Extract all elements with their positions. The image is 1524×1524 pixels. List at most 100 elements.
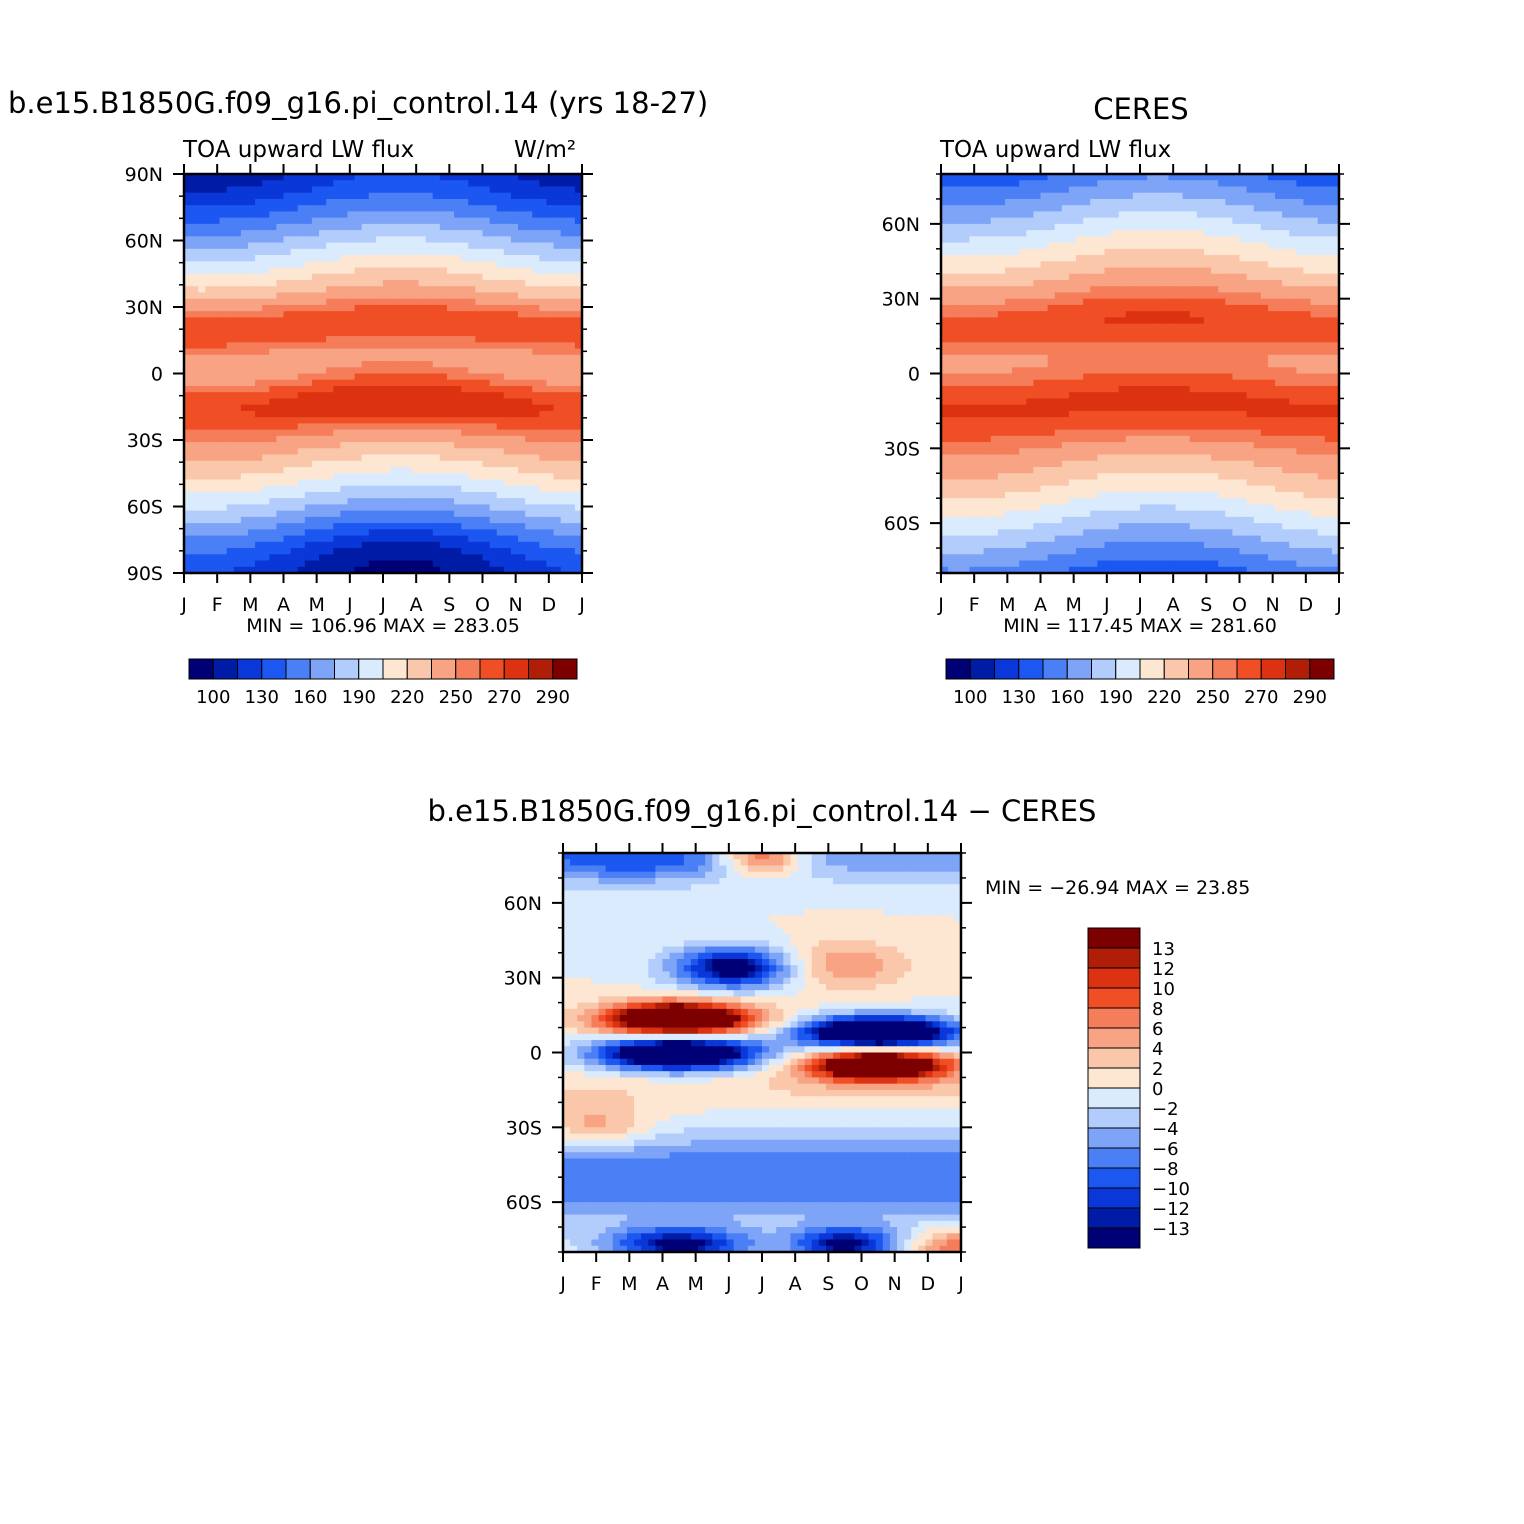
- model-cell: [304, 223, 313, 231]
- model-cell: [212, 560, 221, 568]
- ceres-cell: [1260, 223, 1269, 231]
- model-cell: [340, 429, 349, 437]
- model-cell: [198, 454, 206, 462]
- model-cell: [361, 279, 370, 287]
- model-cell: [290, 417, 299, 424]
- model-cell: [539, 304, 548, 312]
- ceres-cell: [1282, 223, 1290, 231]
- model-cell: [269, 398, 277, 406]
- model-cell: [418, 442, 427, 449]
- ceres-cell: [1140, 298, 1148, 306]
- model-cell: [347, 491, 356, 499]
- model-cell: [496, 417, 505, 424]
- model-cell: [262, 523, 270, 530]
- ceres-cell: [1253, 180, 1262, 188]
- model-cell: [205, 242, 214, 250]
- model-cell: [247, 242, 256, 250]
- ceres-cell: [1296, 292, 1305, 300]
- model-cell: [503, 242, 512, 250]
- model-cell: [368, 236, 377, 244]
- model-cell: [496, 298, 505, 306]
- model-cell: [311, 448, 320, 456]
- model-cell: [510, 523, 519, 530]
- model-cell: [404, 223, 413, 231]
- model-cell: [269, 198, 277, 206]
- model-cell: [404, 186, 413, 194]
- model-cell: [553, 454, 562, 462]
- model-cell: [546, 255, 555, 262]
- model-cell: [233, 392, 242, 400]
- ceres-cell: [1232, 180, 1241, 188]
- model-cell: [184, 242, 192, 250]
- model-cell: [383, 498, 391, 506]
- model-cell: [489, 304, 498, 312]
- model-cell: [454, 467, 462, 474]
- model-cell: [326, 354, 334, 362]
- model-cell: [283, 298, 292, 306]
- ceres-cell: [1090, 255, 1098, 262]
- model-cell: [240, 479, 249, 487]
- model-cell: [482, 304, 491, 312]
- ceres-cell: [1232, 217, 1241, 225]
- ceres-cell: [1289, 230, 1297, 237]
- model-cell: [191, 267, 199, 275]
- model-cell: [276, 323, 285, 331]
- ceres-cell: [1253, 255, 1262, 262]
- model-cell: [184, 491, 192, 499]
- model-cell: [212, 467, 221, 474]
- model-cell: [233, 279, 242, 287]
- model-cell: [297, 541, 306, 549]
- model-cell: [525, 223, 533, 231]
- model-cell: [297, 354, 306, 362]
- model-cell: [255, 304, 263, 312]
- ceres-cell: [1203, 205, 1212, 212]
- model-cell: [276, 392, 285, 400]
- ceres-cell: [1090, 298, 1098, 306]
- model-cell: [240, 304, 249, 312]
- model-cell: [347, 323, 356, 331]
- model-cell: [425, 529, 434, 537]
- model-cell: [240, 205, 249, 212]
- model-cell: [567, 323, 576, 331]
- ceres-cell: [1033, 217, 1042, 225]
- model-cell: [567, 491, 576, 499]
- ceres-cell: [1097, 223, 1106, 231]
- model-colorbar-swatch: [528, 658, 554, 680]
- model-cell: [212, 429, 221, 437]
- model-cell: [475, 242, 484, 250]
- ceres-cell: [1246, 261, 1255, 269]
- model-cell: [333, 560, 341, 568]
- model-cell: [454, 410, 462, 418]
- model-cell: [375, 323, 384, 331]
- model-cell: [304, 336, 313, 343]
- model-cell: [489, 410, 498, 418]
- model-cell: [219, 479, 228, 487]
- model-cell: [326, 186, 334, 194]
- ceres-cell: [1168, 174, 1177, 181]
- model-cell: [404, 336, 413, 343]
- model-cell: [390, 442, 398, 449]
- model-cell: [240, 286, 249, 294]
- model-cell: [439, 217, 448, 225]
- model-cell: [191, 336, 199, 343]
- ceres-cell: [1040, 255, 1049, 262]
- model-cell: [489, 336, 498, 343]
- ceres-cell: [1161, 304, 1170, 312]
- model-cell: [311, 379, 320, 387]
- model-cell: [311, 473, 320, 481]
- ceres-cell: [976, 242, 985, 250]
- model-cell: [283, 504, 292, 512]
- ceres-cell: [1132, 174, 1141, 181]
- model-cell: [518, 255, 526, 262]
- model-cell: [255, 230, 263, 237]
- ceres-cell: [1154, 198, 1162, 206]
- model-cell: [333, 535, 341, 543]
- ceres-cell: [1282, 192, 1290, 200]
- model-cell: [347, 211, 356, 219]
- model-cell: [319, 217, 327, 225]
- model-cell: [496, 354, 505, 362]
- model-cell: [532, 192, 540, 200]
- model-cell: [532, 523, 540, 530]
- model-cell: [432, 479, 441, 487]
- ceres-cell: [1054, 180, 1063, 188]
